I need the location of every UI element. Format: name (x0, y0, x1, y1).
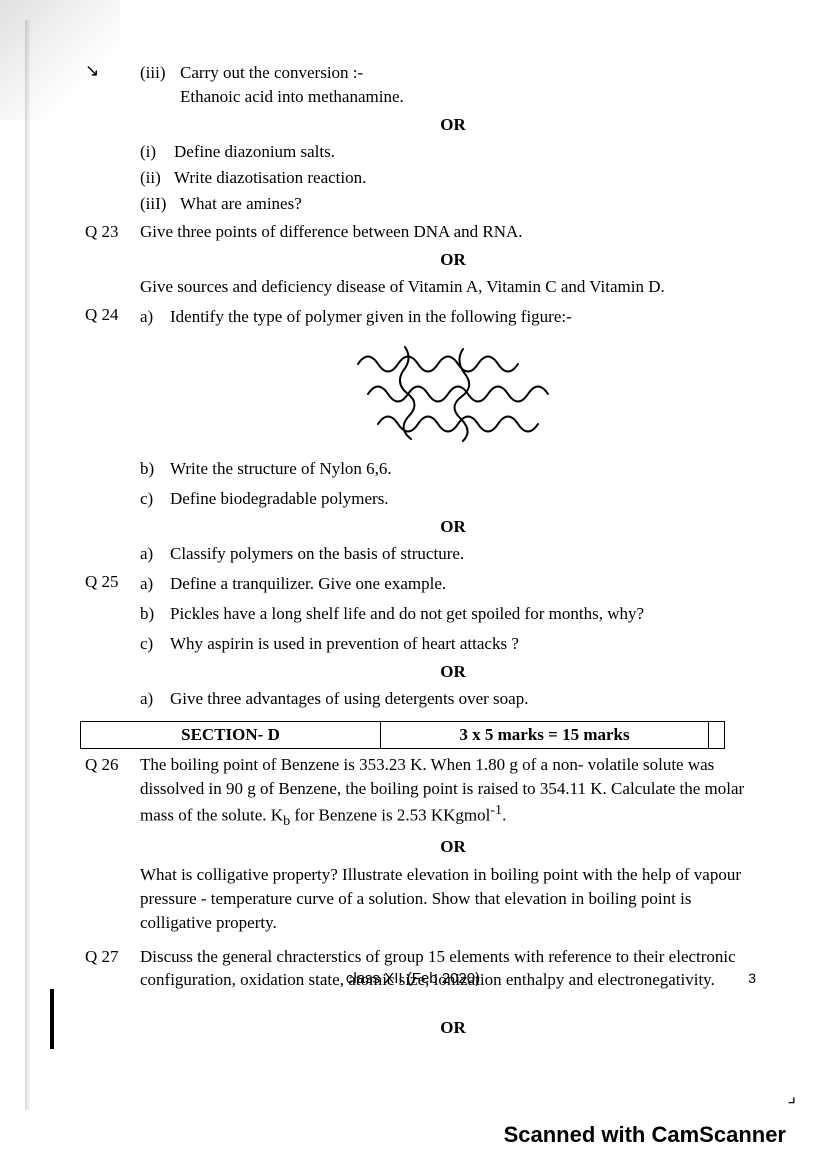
q22-iiI-label: (iiI) (140, 192, 180, 216)
page-number: 3 (748, 969, 756, 989)
q23-num: Q 23 (85, 220, 140, 299)
section-d-header: SECTION- D 3 x 5 marks = 15 marks (80, 721, 725, 749)
edge-shadow (25, 20, 31, 1110)
q25-a-text: Define a tranquilizer. Give one example. (170, 572, 766, 596)
page-content: ↘ (iii) Carry out the conversion :- Etha… (0, 0, 826, 1044)
q27: Q 27 Discuss the general chracterstics o… (85, 945, 766, 1044)
q25-or: OR (140, 660, 766, 684)
section-d-title: SECTION- D (81, 722, 381, 748)
q25-alt-a-text: Give three advantages of using detergent… (170, 687, 766, 711)
q24-b-label: b) (140, 457, 170, 481)
q26-num: Q 26 (85, 753, 140, 935)
q24: Q 24 a) Identify the type of polymer giv… (85, 303, 766, 566)
q22-ii-text: Write diazotisation reaction. (174, 166, 766, 190)
q24-c-label: c) (140, 487, 170, 511)
scan-artifact (50, 989, 54, 1049)
page-footer: class XII (Feb 2020) (0, 968, 826, 989)
q27-or: OR (140, 1016, 766, 1040)
q25-b-label: b) (140, 602, 170, 626)
q24-alt-a-label: a) (140, 542, 170, 566)
q22-i-label: (i) (140, 140, 174, 164)
q25-alt-a-label: a) (140, 687, 170, 711)
q22-continuation: ↘ (iii) Carry out the conversion :- Etha… (85, 59, 766, 216)
q22-or: OR (140, 113, 766, 137)
q25-a-label: a) (140, 572, 170, 596)
q24-or: OR (140, 515, 766, 539)
q27-num: Q 27 (85, 945, 140, 1044)
q26-text: The boiling point of Benzene is 353.23 K… (140, 753, 766, 831)
polymer-diagram (353, 339, 553, 449)
q22-iiI-text: What are amines? (180, 192, 766, 216)
q25-c-text: Why aspirin is used in prevention of hea… (170, 632, 766, 656)
q26-or: OR (140, 835, 766, 859)
q25-num: Q 25 (85, 570, 140, 711)
camscanner-watermark: Scanned with CamScanner (504, 1120, 786, 1151)
q23-alt: Give sources and deficiency disease of V… (140, 275, 766, 299)
q24-a-text: Identify the type of polymer given in th… (170, 305, 766, 329)
q22-iii-sub: Ethanoic acid into methanamine. (140, 85, 766, 109)
q22-ii-label: (ii) (140, 166, 174, 190)
q24-c-text: Define biodegradable polymers. (170, 487, 766, 511)
q26: Q 26 The boiling point of Benzene is 353… (85, 753, 766, 935)
q26-text-2: for Benzene is 2.53 KKgmol (290, 805, 490, 824)
corner-mark: ⌟ (788, 1084, 796, 1109)
q23-or: OR (140, 248, 766, 272)
q24-a-label: a) (140, 305, 170, 329)
scan-shadow (0, 0, 120, 120)
q22-i-text: Define diazonium salts. (174, 140, 766, 164)
q26-sup: -1 (490, 802, 502, 818)
q22-iii-label: (iii) (140, 61, 180, 85)
q26-alt: What is colligative property? Illustrate… (140, 863, 766, 934)
q23-text: Give three points of difference between … (140, 220, 766, 244)
q24-num: Q 24 (85, 303, 140, 566)
q22-iii-text: Carry out the conversion :- (180, 61, 766, 85)
q25-b-text: Pickles have a long shelf life and do no… (170, 602, 766, 626)
section-d-spacer (709, 722, 724, 748)
q25-c-label: c) (140, 632, 170, 656)
q24-b-text: Write the structure of Nylon 6,6. (170, 457, 766, 481)
q26-text-3: . (502, 805, 506, 824)
section-d-marks: 3 x 5 marks = 15 marks (381, 722, 709, 748)
q23: Q 23 Give three points of difference bet… (85, 220, 766, 299)
q24-alt-a-text: Classify polymers on the basis of struct… (170, 542, 766, 566)
q25: Q 25 a) Define a tranquilizer. Give one … (85, 570, 766, 711)
